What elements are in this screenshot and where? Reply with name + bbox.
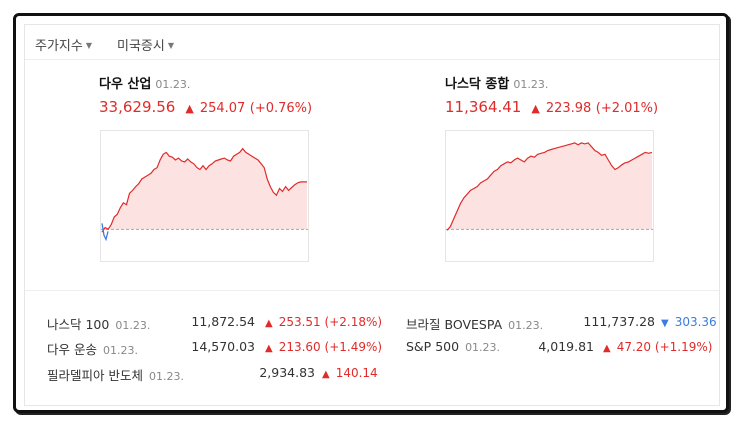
section-divider <box>25 290 719 291</box>
change-value: 140.14 <box>335 366 378 380</box>
index-date: 01.23. <box>513 78 549 91</box>
triangle-up-icon: ▲ <box>265 318 273 329</box>
price-line <box>101 147 307 233</box>
chart-svg <box>101 147 308 242</box>
list-item-name: 브라질 BOVESPA <box>406 317 503 332</box>
index-change: 254.07 <box>199 101 246 116</box>
list-item-name: 필라델피아 반도체 <box>47 368 143 383</box>
index-change: 223.98 <box>545 101 592 116</box>
list-item-date: 01.23. <box>465 341 501 354</box>
triangle-up-icon: ▲ <box>185 102 194 115</box>
change-value: 47.20 <box>616 340 652 354</box>
index-name: 나스닥 종합 <box>445 77 510 92</box>
list-item-bovespa[interactable]: 브라질 BOVESPA 01.23. <box>406 314 543 333</box>
panel-title: 나스닥 종합 01.23. <box>445 73 658 92</box>
chart-area <box>102 148 307 233</box>
intraday-chart-dow[interactable] <box>100 130 309 262</box>
tab-us-market[interactable]: 미국증시 ▼ <box>117 35 174 54</box>
triangle-up-icon: ▲ <box>603 343 611 354</box>
index-panel-nasdaq[interactable]: 나스닥 종합 01.23. 11,364.41 ▲ 223.98 (+2.01%) <box>445 73 658 116</box>
tab-label: 주가지수 <box>35 39 83 54</box>
change-pct: (+1.49%) <box>324 340 383 354</box>
screenshot-frame: 주가지수 ▼ 미국증시 ▼ 다우 산업 01.23. 33,629.56 ▲ 254.07… <box>13 13 729 413</box>
list-item-name: 나스닥 100 <box>47 317 110 332</box>
chart-area <box>447 142 652 231</box>
list-item-value: 4,019.81 <box>538 339 594 354</box>
triangle-down-icon: ▼ <box>661 318 669 329</box>
index-change-pct: (+2.01%) <box>595 101 659 116</box>
list-item-value: 11,872.54 <box>191 314 255 329</box>
price-line <box>446 142 653 231</box>
list-item-change: ▲ 140.14 <box>322 366 378 380</box>
tab-stock-index[interactable]: 주가지수 ▼ <box>35 35 92 54</box>
list-item-change: ▼ 303.36 <box>661 315 717 329</box>
list-item-value: 2,934.83 <box>259 365 315 380</box>
market-index-widget: 주가지수 ▼ 미국증시 ▼ 다우 산업 01.23. 33,629.56 ▲ 254.07… <box>24 24 720 406</box>
triangle-up-icon: ▲ <box>265 343 273 354</box>
list-item-date: 01.23. <box>102 344 138 357</box>
change-pct: (+1.19%) <box>654 340 713 354</box>
panel-title: 다우 산업 01.23. <box>99 73 312 92</box>
chart-svg <box>446 142 653 231</box>
index-tabs: 주가지수 ▼ 미국증시 ▼ <box>25 25 719 60</box>
list-item-value: 14,570.03 <box>191 339 255 354</box>
index-change-pct: (+0.76%) <box>249 101 313 116</box>
change-pct: (+2.18%) <box>324 315 383 329</box>
change-value: 253.51 <box>278 315 321 329</box>
list-item-sox[interactable]: 필라델피아 반도체 01.23. <box>47 365 184 384</box>
index-name: 다우 산업 <box>99 77 152 92</box>
list-item-date: 01.23. <box>508 319 544 332</box>
change-value: 303.36 <box>674 315 717 329</box>
caret-down-icon: ▼ <box>167 41 174 50</box>
triangle-up-icon: ▲ <box>531 102 540 115</box>
index-quote: 33,629.56 ▲ 254.07 (+0.76%) <box>99 98 312 116</box>
change-value: 213.60 <box>278 340 321 354</box>
intraday-chart-nasdaq[interactable] <box>445 130 654 262</box>
list-item-value: 111,737.28 <box>583 314 655 329</box>
list-item-nasdaq100[interactable]: 나스닥 100 01.23. <box>47 314 150 333</box>
list-item-name: 다우 운송 <box>47 342 97 357</box>
list-item-sp500[interactable]: S&P 500 01.23. <box>406 339 500 354</box>
tab-label: 미국증시 <box>117 39 165 54</box>
list-item-change: ▲ 47.20 (+1.19%) <box>603 340 712 354</box>
list-item-date: 01.23. <box>148 370 184 383</box>
index-panel-dow[interactable]: 다우 산업 01.23. 33,629.56 ▲ 254.07 (+0.76%) <box>99 73 312 116</box>
caret-down-icon: ▼ <box>85 41 92 50</box>
list-item-change: ▲ 253.51 (+2.18%) <box>265 315 382 329</box>
list-item-change: ▲ 213.60 (+1.49%) <box>265 340 382 354</box>
index-date: 01.23. <box>155 78 191 91</box>
index-value: 33,629.56 <box>99 98 176 116</box>
triangle-up-icon: ▲ <box>322 369 330 380</box>
index-quote: 11,364.41 ▲ 223.98 (+2.01%) <box>445 98 658 116</box>
list-item-date: 01.23. <box>115 319 151 332</box>
index-value: 11,364.41 <box>445 98 522 116</box>
price-line-below-close <box>101 223 109 242</box>
list-item-dow-transport[interactable]: 다우 운송 01.23. <box>47 339 138 358</box>
list-item-name: S&P 500 <box>406 339 460 354</box>
